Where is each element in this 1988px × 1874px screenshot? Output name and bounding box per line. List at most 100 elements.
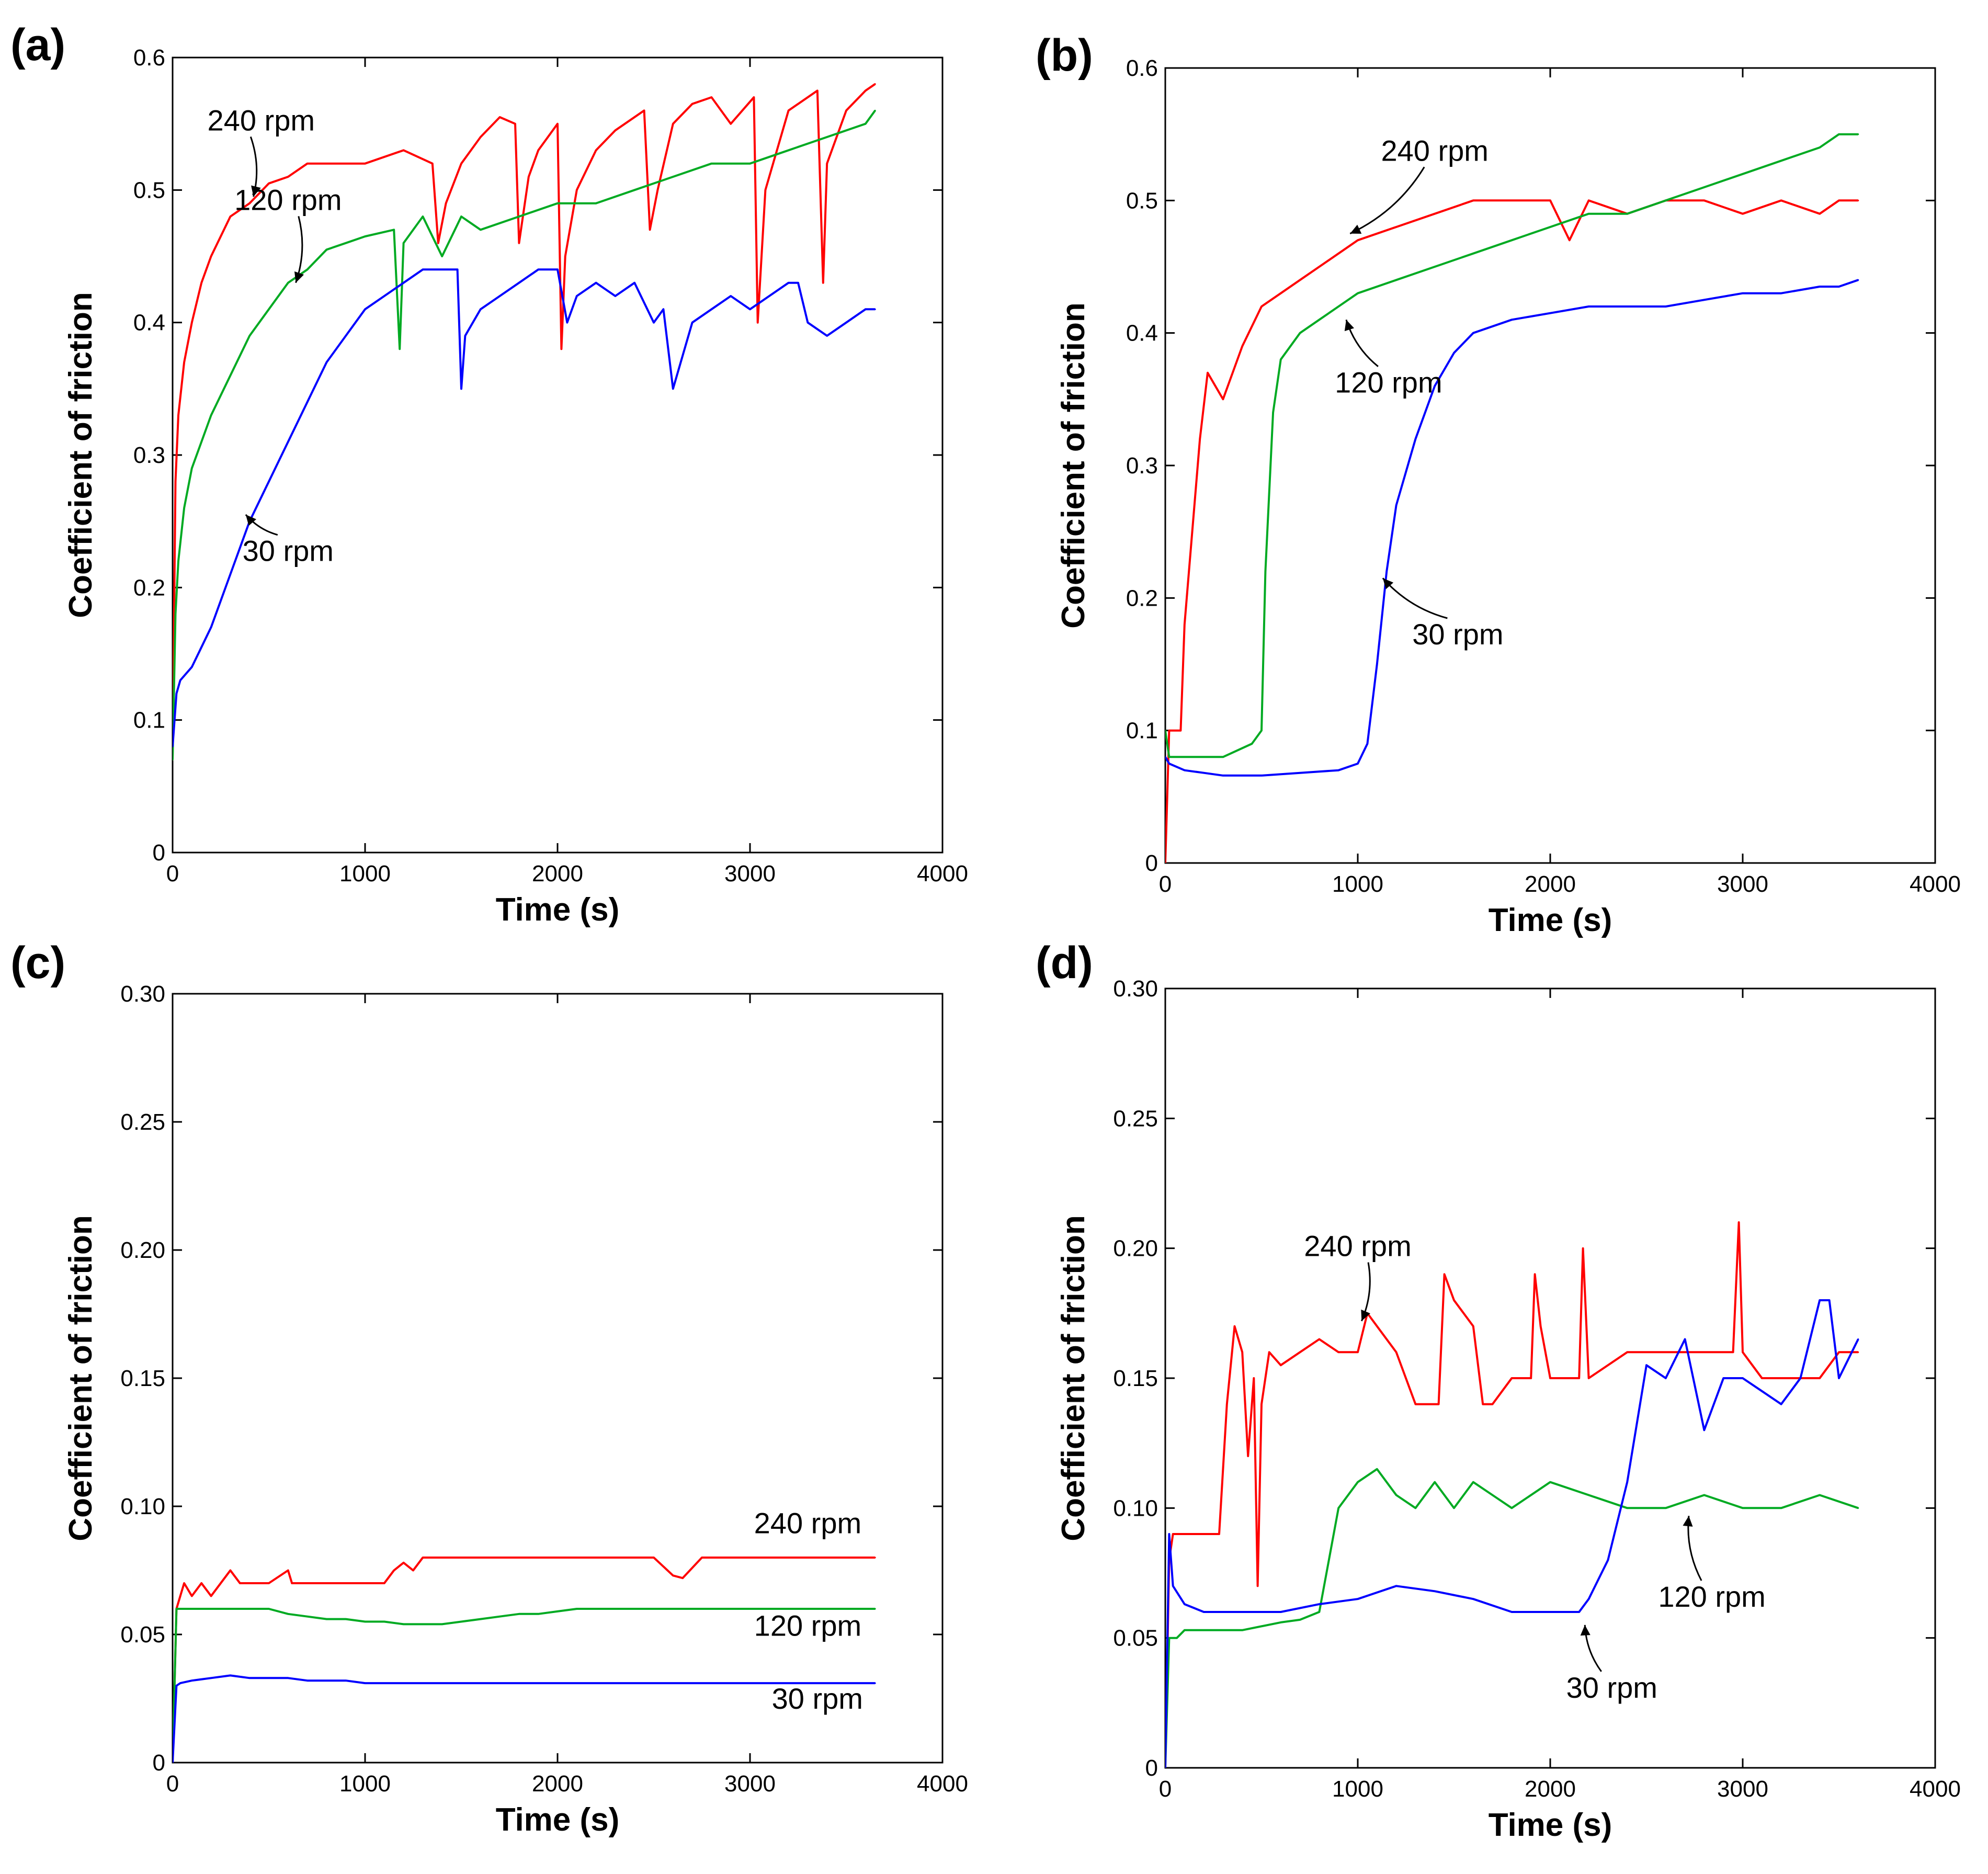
data-point-240-rpm xyxy=(865,89,867,92)
data-point-30-rpm xyxy=(364,308,366,310)
data-point-240-rpm xyxy=(460,163,462,165)
data-point-240-rpm xyxy=(364,163,366,165)
series-line-30-rpm xyxy=(1165,279,1859,777)
data-point-30-rpm xyxy=(325,1679,327,1682)
data-point-120-rpm xyxy=(1280,358,1282,360)
data-point-120-rpm xyxy=(710,163,712,165)
data-point-30-rpm xyxy=(672,1682,674,1684)
data-point-120-rpm xyxy=(1318,1611,1320,1613)
data-point-120-rpm xyxy=(710,1608,712,1610)
data-point-30-rpm xyxy=(1366,743,1368,745)
data-point-120-rpm xyxy=(1742,1507,1744,1509)
data-point-240-rpm xyxy=(422,1557,424,1559)
y-tick-label: 0.30 xyxy=(120,981,165,1007)
data-point-120-rpm xyxy=(1337,305,1339,308)
data-point-120-rpm xyxy=(1165,730,1166,732)
annotation-label: 240 rpm xyxy=(754,1506,861,1539)
data-point-240-rpm xyxy=(480,136,482,138)
data-point-30-rpm xyxy=(749,308,751,310)
data-point-240-rpm xyxy=(499,116,501,118)
data-point-240-rpm xyxy=(649,229,651,231)
data-point-120-rpm xyxy=(556,1610,559,1612)
data-point-240-rpm xyxy=(1569,1377,1571,1379)
y-tick-label: 0.3 xyxy=(133,442,165,468)
data-point-30-rpm xyxy=(1607,1559,1609,1561)
y-tick-label: 0.4 xyxy=(1126,321,1158,346)
data-point-120-rpm xyxy=(364,235,366,237)
data-point-240-rpm xyxy=(1414,1403,1416,1405)
data-point-120-rpm xyxy=(1453,1507,1455,1509)
data-point-120-rpm xyxy=(1337,1507,1339,1509)
data-point-240-rpm xyxy=(845,109,847,111)
data-point-30-rpm xyxy=(1168,1533,1170,1535)
data-point-30-rpm xyxy=(191,1679,193,1682)
data-point-120-rpm xyxy=(1588,213,1590,215)
data-point-30-rpm xyxy=(175,692,177,695)
data-point-30-rpm xyxy=(826,1682,828,1684)
data-point-30-rpm xyxy=(173,745,174,747)
data-point-120-rpm xyxy=(1395,279,1398,281)
data-point-120-rpm xyxy=(1434,1481,1436,1483)
data-point-30-rpm xyxy=(480,308,482,310)
x-tick-label: 2000 xyxy=(532,1771,583,1797)
data-point-30-rpm xyxy=(1395,1585,1398,1587)
y-axis-label: Coefficient of friction xyxy=(1055,302,1092,628)
data-point-240-rpm xyxy=(1207,372,1209,374)
data-point-120-rpm xyxy=(248,1608,251,1610)
annotation-label: 120 rpm xyxy=(754,1609,861,1642)
data-point-120-rpm xyxy=(1272,412,1274,414)
data-point-240-rpm xyxy=(1172,1533,1174,1535)
data-point-240-rpm xyxy=(220,1582,222,1584)
data-point-240-rpm xyxy=(1337,1351,1339,1353)
data-point-240-rpm xyxy=(1453,1299,1455,1301)
data-point-120-rpm xyxy=(1626,1507,1628,1509)
data-point-30-rpm xyxy=(595,1682,597,1684)
annotation-label: 120 rpm xyxy=(1658,1580,1765,1613)
y-tick-label: 0.5 xyxy=(1126,188,1158,213)
data-point-30-rpm xyxy=(1828,1299,1831,1301)
data-point-30-rpm xyxy=(1799,1377,1801,1379)
data-point-240-rpm xyxy=(643,109,645,111)
data-point-120-rpm xyxy=(1299,1619,1301,1621)
data-point-120-rpm xyxy=(1549,1481,1551,1483)
data-point-240-rpm xyxy=(1357,1351,1359,1353)
data-point-30-rpm xyxy=(1665,305,1667,308)
data-point-30-rpm xyxy=(1819,1299,1821,1301)
data-point-240-rpm xyxy=(1780,1377,1782,1379)
data-point-120-rpm xyxy=(1299,332,1301,334)
data-point-240-rpm xyxy=(656,189,658,191)
data-point-120-rpm xyxy=(1241,1629,1243,1631)
annotation-arrowhead xyxy=(1683,1516,1693,1527)
data-point-30-rpm xyxy=(826,335,828,337)
data-point-120-rpm xyxy=(403,1623,405,1625)
data-point-30-rpm xyxy=(633,1682,635,1684)
data-point-30-rpm xyxy=(441,1682,443,1684)
data-point-120-rpm xyxy=(1318,319,1320,321)
data-point-240-rpm xyxy=(1165,862,1166,863)
data-point-120-rpm xyxy=(865,123,867,125)
data-point-120-rpm xyxy=(826,136,828,138)
data-point-120-rpm xyxy=(1176,1637,1178,1639)
data-point-30-rpm xyxy=(1578,1611,1580,1613)
data-point-240-rpm xyxy=(1247,1455,1249,1457)
data-point-120-rpm xyxy=(1357,292,1359,294)
y-tick-label: 0.10 xyxy=(1113,1495,1158,1521)
data-point-240-rpm xyxy=(403,149,405,151)
data-point-30-rpm xyxy=(210,626,212,628)
data-point-240-rpm xyxy=(822,282,824,284)
data-point-240-rpm xyxy=(364,1582,366,1584)
data-point-30-rpm xyxy=(797,282,799,284)
data-point-240-rpm xyxy=(1838,1351,1840,1353)
data-point-30-rpm xyxy=(595,282,597,284)
data-point-120-rpm xyxy=(229,1608,231,1610)
data-point-30-rpm xyxy=(730,295,732,297)
data-point-240-rpm xyxy=(1761,1377,1763,1379)
data-point-240-rpm xyxy=(1199,438,1201,440)
y-axis-label: Coefficient of friction xyxy=(63,1215,99,1541)
data-point-120-rpm xyxy=(345,242,347,244)
data-point-240-rpm xyxy=(1703,1351,1705,1353)
data-point-120-rpm xyxy=(248,335,251,337)
data-point-240-rpm xyxy=(653,1557,655,1559)
data-point-240-rpm xyxy=(325,1582,327,1584)
data-point-120-rpm xyxy=(1222,756,1224,758)
